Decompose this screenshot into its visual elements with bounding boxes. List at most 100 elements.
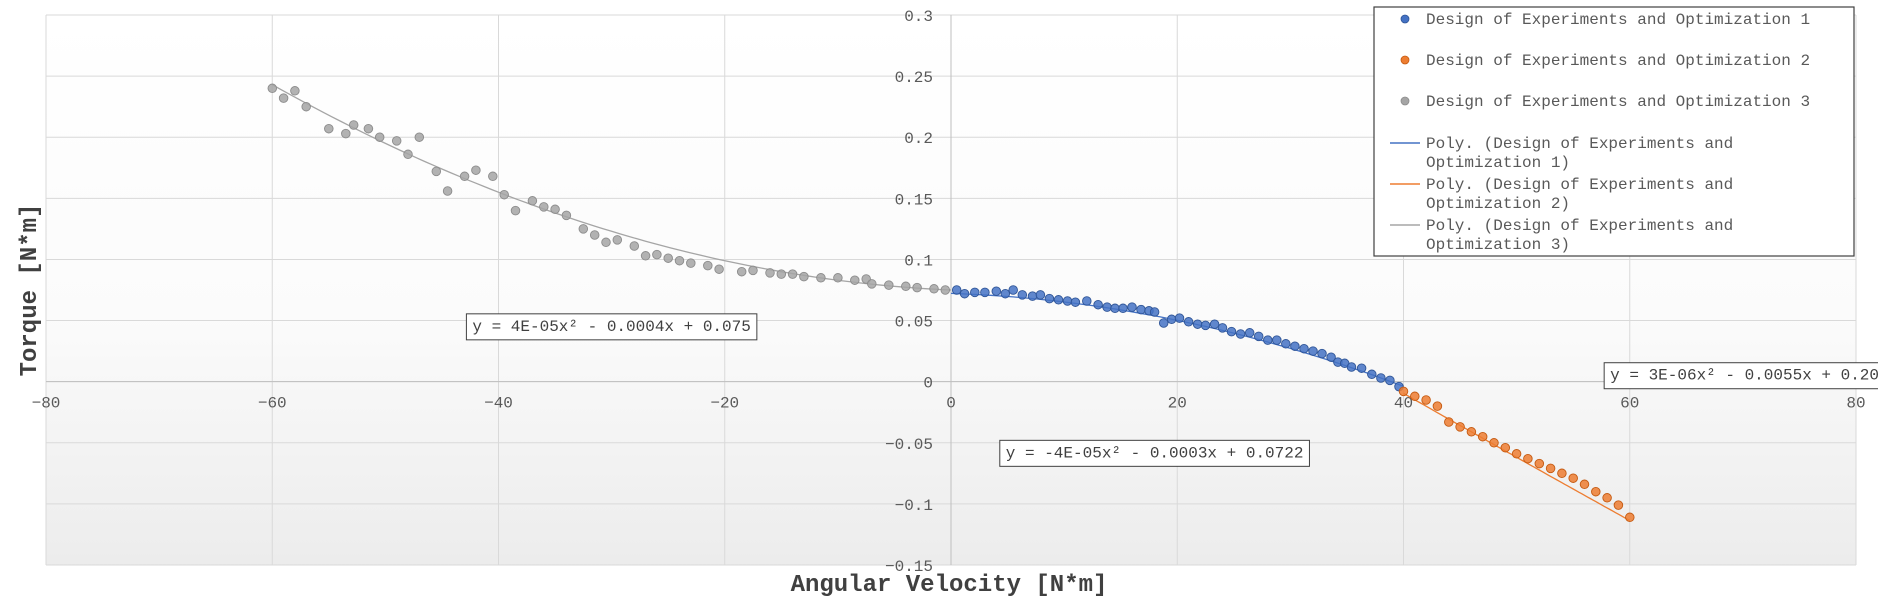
data-point-series-3 [816, 273, 826, 283]
data-point-series-1 [1008, 285, 1018, 295]
data-point-series-3 [324, 123, 334, 134]
data-point-series-1 [1082, 296, 1092, 306]
data-point-series-2 [1398, 386, 1409, 397]
legend-trendline-label: Poly. (Design of Experiments and [1426, 176, 1733, 194]
data-point-series-3 [278, 93, 289, 103]
data-point-series-3 [736, 266, 747, 277]
data-point-series-1 [1263, 335, 1273, 345]
legend-trendline-label: Optimization 1) [1426, 154, 1570, 172]
data-point-series-3 [714, 264, 724, 274]
data-point-series-3 [578, 224, 589, 234]
y-tick-label: 0.3 [904, 8, 933, 26]
data-point-series-1 [970, 287, 980, 298]
data-point-series-3 [363, 123, 374, 134]
trendline-equation-text: y = -4E-05x² - 0.0003x + 0.0722 [1006, 444, 1304, 462]
data-point-series-3 [267, 83, 278, 94]
x-tick-label: 0 [946, 395, 956, 413]
data-point-series-1 [980, 287, 990, 298]
legend-marker-series-3 [1400, 96, 1410, 106]
data-point-series-2 [1500, 442, 1511, 453]
legend-marker-series-1 [1400, 14, 1410, 24]
data-point-series-3 [499, 189, 509, 200]
data-point-series-2 [1557, 468, 1567, 479]
data-point-series-3 [867, 279, 877, 289]
y-tick-label: 0.1 [904, 252, 933, 270]
data-point-series-1 [959, 288, 970, 299]
data-point-series-3 [776, 269, 787, 279]
data-point-series-2 [1455, 422, 1465, 432]
y-tick-label: −0.05 [885, 436, 933, 454]
data-point-series-3 [850, 275, 860, 285]
data-point-series-1 [1385, 375, 1395, 386]
trendline-equation: y = -4E-05x² - 0.0003x + 0.0722 [999, 439, 1310, 467]
data-point-series-3 [414, 132, 425, 142]
data-point-series-1 [1158, 318, 1169, 328]
data-point-series-1 [1035, 290, 1046, 300]
data-point-series-1 [1093, 299, 1103, 310]
data-point-series-1 [1235, 329, 1246, 339]
y-tick-label: 0.05 [895, 314, 933, 332]
data-point-series-2 [1489, 438, 1499, 448]
x-tick-label: 80 [1846, 395, 1865, 413]
data-point-series-1 [1376, 373, 1386, 383]
data-point-series-3 [674, 255, 685, 266]
trendline-equation-box [1603, 362, 1878, 390]
data-point-series-3 [833, 273, 843, 283]
data-point-series-1 [1226, 326, 1237, 337]
trendline-equation: y = 4E-05x² - 0.0004x + 0.075 [465, 313, 758, 341]
data-point-series-2 [1545, 463, 1556, 474]
data-point-series-1 [1127, 302, 1137, 312]
data-point-series-3 [561, 210, 572, 221]
data-point-series-1 [1244, 328, 1255, 338]
data-point-series-1 [1102, 302, 1112, 312]
trendline-equation-box [999, 439, 1310, 467]
data-point-series-3 [929, 284, 939, 294]
legend-label-series-2: Design of Experiments and Optimization 2 [1426, 52, 1810, 70]
data-point-series-1 [1027, 291, 1038, 301]
y-tick-label: 0.25 [895, 69, 933, 87]
data-point-series-3 [442, 186, 453, 196]
data-point-series-3 [471, 165, 481, 175]
x-axis-title: Angular Velocity [N*m] [791, 572, 1108, 599]
data-point-series-1 [1346, 362, 1357, 372]
data-point-series-1 [1070, 297, 1081, 307]
data-point-series-2 [1511, 449, 1522, 459]
x-tick-label: 60 [1620, 395, 1639, 413]
data-point-series-3 [912, 282, 922, 293]
legend-label-series-3: Design of Experiments and Optimization 3 [1426, 93, 1810, 111]
data-point-series-3 [612, 235, 623, 245]
legend-trendline-label: Poly. (Design of Experiments and [1426, 135, 1733, 153]
legend-marker-series-2 [1400, 55, 1410, 65]
data-point-series-1 [1209, 319, 1220, 329]
data-point-series-3 [686, 258, 696, 268]
data-point-series-3 [765, 268, 775, 278]
legend-box [1373, 6, 1855, 257]
trendline-equation-text: y = 3E-06x² - 0.0055x + 0.2056 [1610, 367, 1878, 385]
data-point-series-3 [341, 128, 351, 139]
data-point-series-2 [1466, 427, 1477, 437]
data-point-series-2 [1579, 479, 1590, 490]
data-point-series-1 [1272, 335, 1282, 345]
data-point-series-2 [1602, 493, 1612, 503]
data-point-series-1 [1290, 341, 1300, 351]
data-point-series-3 [640, 251, 651, 261]
data-point-series-3 [510, 205, 521, 216]
data-point-series-3 [901, 281, 911, 292]
x-tick-label: 20 [1168, 395, 1187, 413]
data-point-series-2 [1432, 401, 1443, 411]
data-point-series-1 [1053, 295, 1064, 305]
data-point-series-3 [301, 101, 311, 112]
data-point-series-3 [652, 249, 662, 260]
data-point-series-3 [884, 280, 894, 290]
data-point-series-2 [1625, 512, 1635, 523]
data-point-series-1 [1136, 304, 1146, 315]
x-tick-label: −60 [258, 395, 287, 413]
data-point-series-1 [1000, 288, 1011, 299]
data-point-series-3 [748, 265, 758, 276]
tick-labels: −80 −60 −40 −20 0 20 40 60 80 −0.15 −0.1 −0.05 0 0.05… [32, 8, 1866, 576]
data-point-series-3 [799, 271, 809, 282]
data-point-series-3 [589, 230, 600, 240]
data-point-series-1 [1217, 323, 1228, 333]
data-point-series-3 [703, 260, 713, 271]
x-tick-label: −80 [32, 395, 61, 413]
